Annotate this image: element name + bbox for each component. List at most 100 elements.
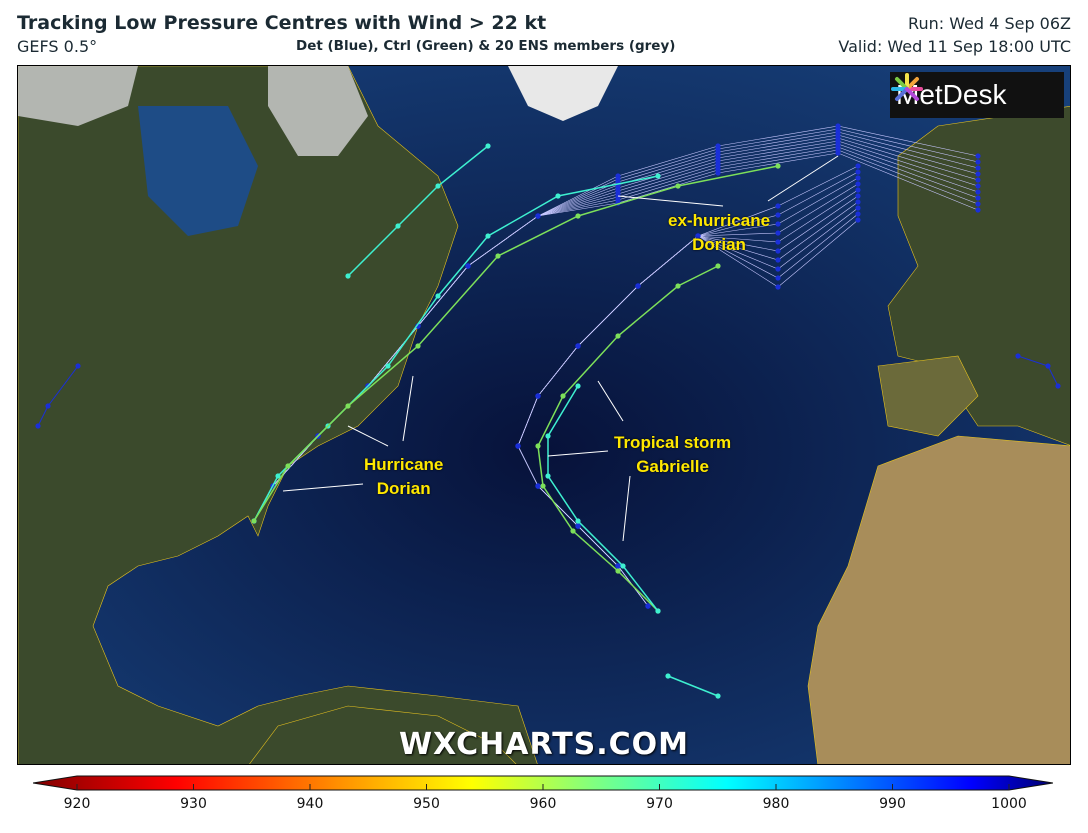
track-point (775, 284, 781, 290)
track-point (615, 568, 621, 574)
track-point (415, 343, 421, 349)
annotation-line: Tropical storm (614, 433, 732, 452)
track-point (75, 363, 81, 369)
storm-tracks (35, 123, 1061, 699)
track-point (775, 203, 781, 209)
track-point (975, 177, 981, 183)
ice-arctic (18, 66, 368, 156)
track-point (615, 563, 621, 569)
track-point (275, 473, 281, 479)
annotation-pointer (402, 375, 414, 442)
track-point (285, 463, 291, 469)
track-point (345, 273, 351, 279)
track-point (655, 608, 661, 614)
colorbar-tick-label: 990 (879, 796, 906, 812)
track-point (855, 187, 861, 193)
track-point (535, 483, 541, 489)
metdesk-logo: MetDesk (890, 72, 1064, 118)
colorbar-tick-label: 970 (646, 796, 673, 812)
track-point (251, 518, 257, 524)
track-point (485, 143, 491, 149)
track-point (385, 363, 391, 369)
track-point (645, 603, 651, 609)
track-point (545, 473, 551, 479)
colorbar-tick-label: 980 (762, 796, 790, 812)
colorbar-tick-label: 1000 (991, 796, 1027, 812)
track-point (855, 169, 861, 175)
annotation-pointer (597, 380, 624, 422)
track-point (540, 483, 546, 489)
track-point (620, 563, 626, 569)
track-point (35, 423, 41, 429)
track-point (655, 173, 661, 179)
track-point (975, 189, 981, 195)
track-point (675, 283, 681, 289)
track-point (465, 263, 471, 269)
annotation-pointer (767, 155, 839, 202)
track-point (855, 199, 861, 205)
chart-title: Tracking Low Pressure Centres with Wind … (17, 12, 547, 34)
track-point (775, 163, 781, 169)
annotation-pointer (617, 195, 724, 207)
track-point (855, 175, 861, 181)
track-point (435, 293, 441, 299)
land-africa (807, 435, 1070, 764)
hudson-bay (138, 106, 258, 236)
annotation-line: Gabrielle (636, 457, 709, 476)
annotation-ex-hurricane-dorian: ex-hurricane Dorian (668, 209, 770, 257)
annotation-pointer (282, 483, 364, 492)
land-south-america (249, 705, 517, 764)
track-point (975, 171, 981, 177)
track-point (775, 239, 781, 245)
annotation-pointer (347, 425, 389, 447)
track-point (545, 433, 551, 439)
track-point (975, 195, 981, 201)
land-north-america (18, 66, 538, 764)
track-point (975, 183, 981, 189)
annotation-hurricane-dorian: Hurricane Dorian (364, 453, 443, 501)
colorbar (33, 775, 1053, 791)
track-point (775, 266, 781, 272)
track-point (775, 230, 781, 236)
colorbar-tick-label: 950 (413, 796, 440, 812)
track-line (347, 145, 489, 277)
track-point (975, 153, 981, 159)
track-point (515, 443, 521, 449)
track-point (775, 275, 781, 281)
track-point (775, 221, 781, 227)
track-point (570, 528, 576, 534)
run-time: Run: Wed 4 Sep 06Z (908, 14, 1071, 33)
track-point (575, 523, 581, 529)
track-point (715, 170, 721, 176)
track-point (975, 159, 981, 165)
annotation-line: ex-hurricane (668, 211, 771, 230)
annotation-line: Dorian (376, 479, 431, 498)
track-point (635, 283, 641, 289)
track-point (855, 193, 861, 199)
track-point (535, 393, 541, 399)
colorbar-tick-label: 960 (529, 796, 557, 812)
track-point (575, 518, 581, 524)
track-point (855, 211, 861, 217)
track-point (575, 343, 581, 349)
track-point (555, 193, 561, 199)
chart-subtitle: Det (Blue), Ctrl (Green) & 20 ENS member… (296, 38, 676, 54)
track-point (855, 205, 861, 211)
track-line (547, 385, 659, 612)
track-point (395, 223, 401, 229)
track-point (975, 207, 981, 213)
track-point (535, 213, 541, 219)
track-point (775, 257, 781, 263)
track-point (435, 183, 441, 189)
land-iberia (877, 355, 979, 437)
track-point (1055, 383, 1061, 389)
valid-time: Valid: Wed 11 Sep 18:00 UTC (838, 37, 1071, 56)
colorbar-tick-label: 940 (296, 796, 324, 812)
track-point (775, 212, 781, 218)
track-point (665, 673, 671, 679)
track-point (975, 201, 981, 207)
track-point (715, 693, 721, 699)
colorbar-tick-label: 930 (180, 796, 207, 812)
track-point (575, 213, 581, 219)
annotation-pointer (547, 450, 609, 457)
